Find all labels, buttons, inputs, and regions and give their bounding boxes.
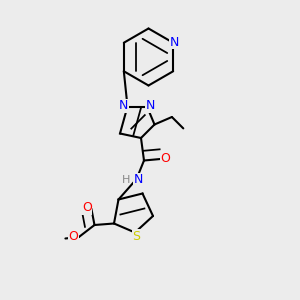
Text: N: N: [170, 36, 179, 49]
Text: N: N: [119, 99, 129, 112]
Text: N: N: [145, 99, 155, 112]
Text: O: O: [69, 230, 78, 244]
Text: N: N: [134, 173, 143, 186]
Text: S: S: [133, 230, 140, 243]
Text: H: H: [122, 175, 130, 185]
Text: O: O: [82, 201, 92, 214]
Text: O: O: [160, 152, 170, 166]
